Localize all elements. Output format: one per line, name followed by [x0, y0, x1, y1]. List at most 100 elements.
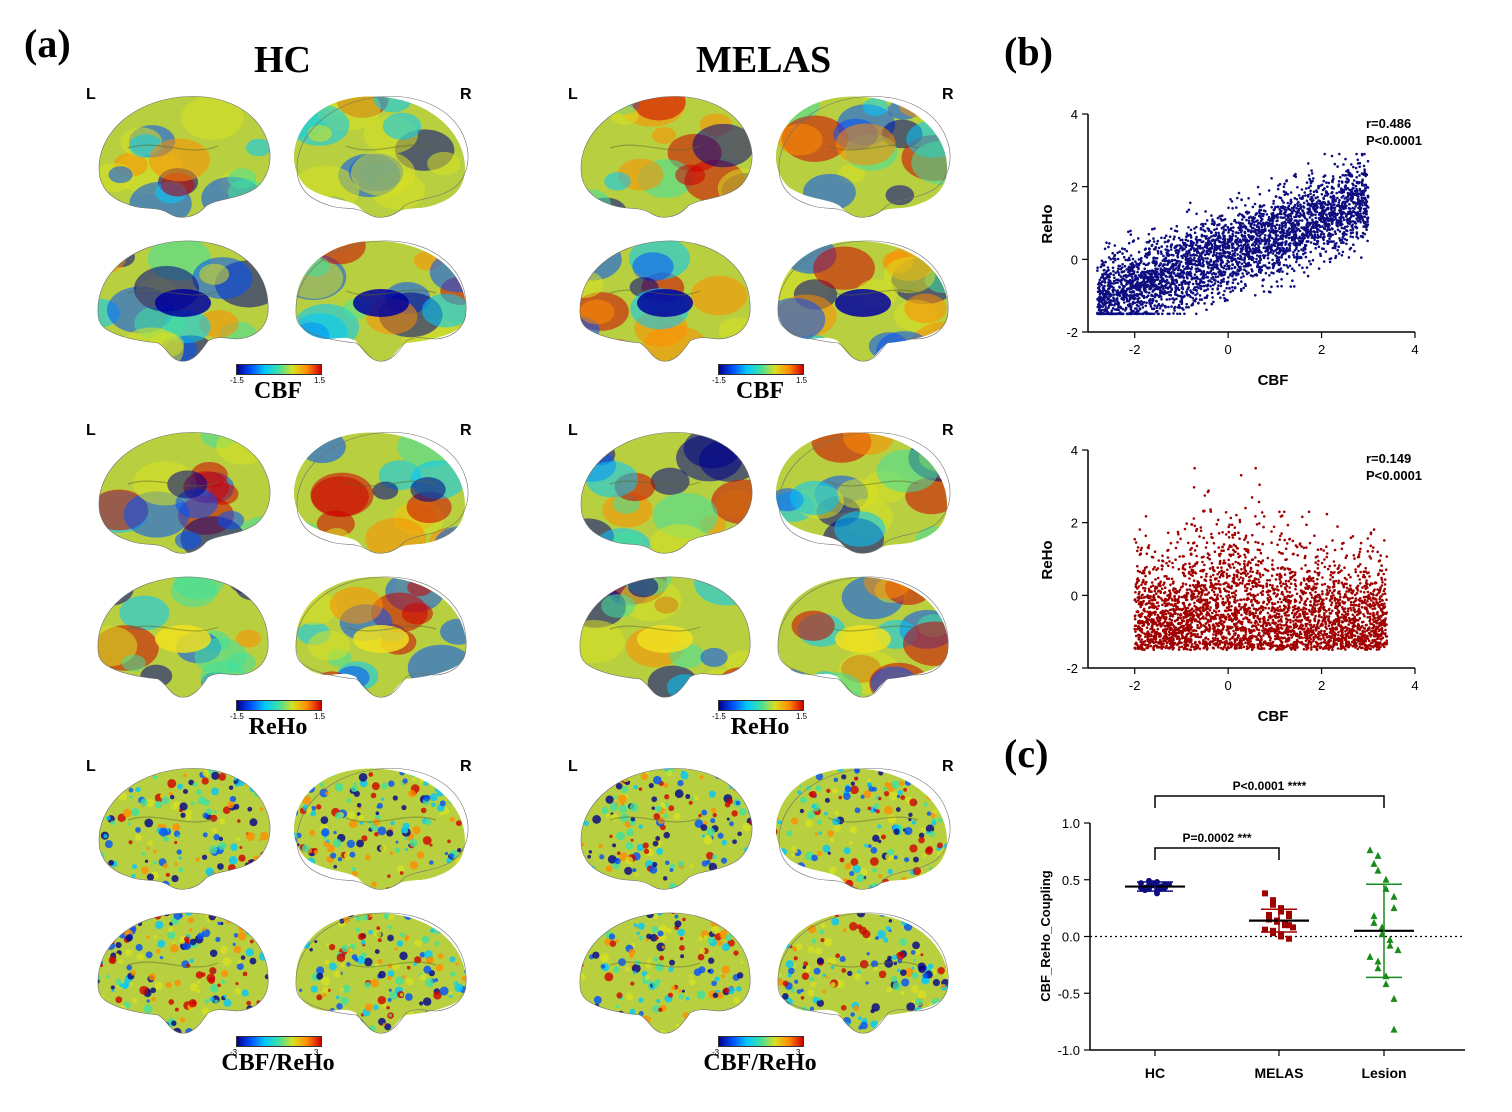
- scatter-point: [1173, 309, 1176, 312]
- brain-surface-coupling-melas-3: [777, 912, 949, 1034]
- scatter-point: [1268, 274, 1271, 277]
- scatter-point: [1337, 581, 1340, 585]
- scatter-point: [1363, 183, 1367, 187]
- scatter-point: [1325, 512, 1329, 516]
- scatter-point: [1146, 294, 1150, 297]
- scatter-point: [1188, 577, 1191, 580]
- colorbar-max: 3: [796, 1048, 801, 1057]
- scatter-point: [1293, 607, 1297, 611]
- scatter-point: [1164, 234, 1168, 237]
- scatter-point: [1230, 591, 1234, 595]
- scatter-point: [1142, 272, 1146, 275]
- panel-a-label: (a): [24, 21, 71, 66]
- scatter-point: [1123, 264, 1127, 268]
- scatter-point: [1326, 185, 1329, 188]
- scatter-point: [1293, 240, 1297, 243]
- scatter-point: [1316, 231, 1319, 234]
- scatter-point: [1310, 172, 1314, 175]
- scatter-point: [1325, 610, 1328, 613]
- scatter-point: [1337, 252, 1341, 255]
- scatter-point: [1264, 222, 1267, 226]
- scatter-point: [1262, 204, 1266, 207]
- scatter-point: [1163, 236, 1166, 240]
- scatter-point: [1366, 186, 1370, 189]
- scatter-point: [1098, 307, 1101, 311]
- scatter-point: [1122, 312, 1125, 316]
- scatter-point: [1200, 593, 1203, 597]
- scatter-point: [1177, 567, 1181, 571]
- scatter-point: [1333, 621, 1337, 624]
- scatter-point: [1140, 546, 1143, 550]
- scatter-point: [1285, 179, 1288, 183]
- scatter-point: [1187, 283, 1190, 286]
- scatter-point: [1152, 567, 1155, 571]
- scatter-point: [1246, 228, 1249, 231]
- scatter-point: [1273, 241, 1276, 245]
- scatter-point: [1098, 281, 1102, 285]
- colorbar-max: 1.5: [796, 712, 808, 721]
- scatter-point: [1129, 233, 1133, 236]
- scatter-point: [1284, 582, 1288, 586]
- scatter-point: [1302, 201, 1306, 205]
- scatter-point: [1247, 216, 1251, 219]
- hemisphere-right-label: R: [460, 422, 472, 439]
- scatter-point: [1242, 598, 1246, 601]
- scatter-point: [1166, 248, 1169, 252]
- x-tick-label: 2: [1318, 342, 1325, 357]
- scatter-point: [1274, 236, 1278, 240]
- scatter-point: [1149, 305, 1153, 308]
- scatter-point: [1342, 218, 1346, 222]
- scatter-point: [1220, 566, 1223, 569]
- scatter-point: [1210, 214, 1213, 217]
- scatter-point: [1204, 257, 1207, 260]
- scatter-point: [1233, 265, 1237, 269]
- scatter-point: [1166, 262, 1170, 266]
- scatter-point: [1113, 288, 1116, 292]
- scatter-point: [1123, 247, 1126, 251]
- scatter-point: [1302, 226, 1306, 229]
- hemisphere-left-label: L: [568, 422, 578, 439]
- scatter-point: [1128, 294, 1131, 298]
- scatter-point: [1300, 214, 1303, 217]
- scatter-point: [1195, 289, 1198, 292]
- scatter-point: [1218, 273, 1221, 276]
- scatter-point: [1252, 257, 1255, 260]
- scatter-point: [1317, 185, 1321, 188]
- scatter-point: [1207, 229, 1211, 232]
- scatter-point: [1176, 286, 1180, 290]
- scatter-point: [1325, 545, 1328, 548]
- scatter-point: [1330, 186, 1334, 190]
- scatter-point: [1260, 212, 1264, 216]
- brain-surface-coupling-melas-0: [580, 768, 753, 890]
- scatter-point: [1284, 222, 1288, 225]
- scatter-point: [1244, 506, 1247, 510]
- scatter-point: [1194, 297, 1198, 301]
- scatter-point: [1240, 280, 1243, 283]
- scatter-point: [1281, 249, 1285, 252]
- scatter-point: [1212, 253, 1216, 256]
- scatter-point: [1304, 244, 1308, 247]
- scatter-point: [1280, 636, 1283, 639]
- scatter-point: [1204, 242, 1208, 245]
- scatter-point: [1249, 274, 1253, 277]
- colorbar-max: 1.5: [314, 712, 326, 721]
- scatter-point: [1216, 637, 1220, 641]
- scatter-point: [1115, 278, 1119, 282]
- scatter-point: [1245, 262, 1248, 266]
- scatter-point: [1280, 234, 1283, 237]
- scatter-point: [1356, 219, 1359, 222]
- colorbar-min: -3: [712, 1048, 720, 1057]
- scatter-point: [1288, 221, 1291, 225]
- scatter-point: [1123, 285, 1126, 288]
- scatter-point: [1164, 259, 1168, 262]
- scatter-point: [1145, 256, 1149, 259]
- scatter-point: [1237, 191, 1241, 195]
- scatter-point: [1185, 522, 1188, 525]
- scatter-point: [1332, 194, 1335, 198]
- scatter-point: [1298, 263, 1301, 267]
- scatter-point: [1099, 295, 1102, 298]
- scatter-point: [1241, 222, 1245, 225]
- scatter-point: [1253, 217, 1256, 220]
- scatter-point: [1100, 311, 1103, 314]
- scatter-point: [1269, 248, 1273, 251]
